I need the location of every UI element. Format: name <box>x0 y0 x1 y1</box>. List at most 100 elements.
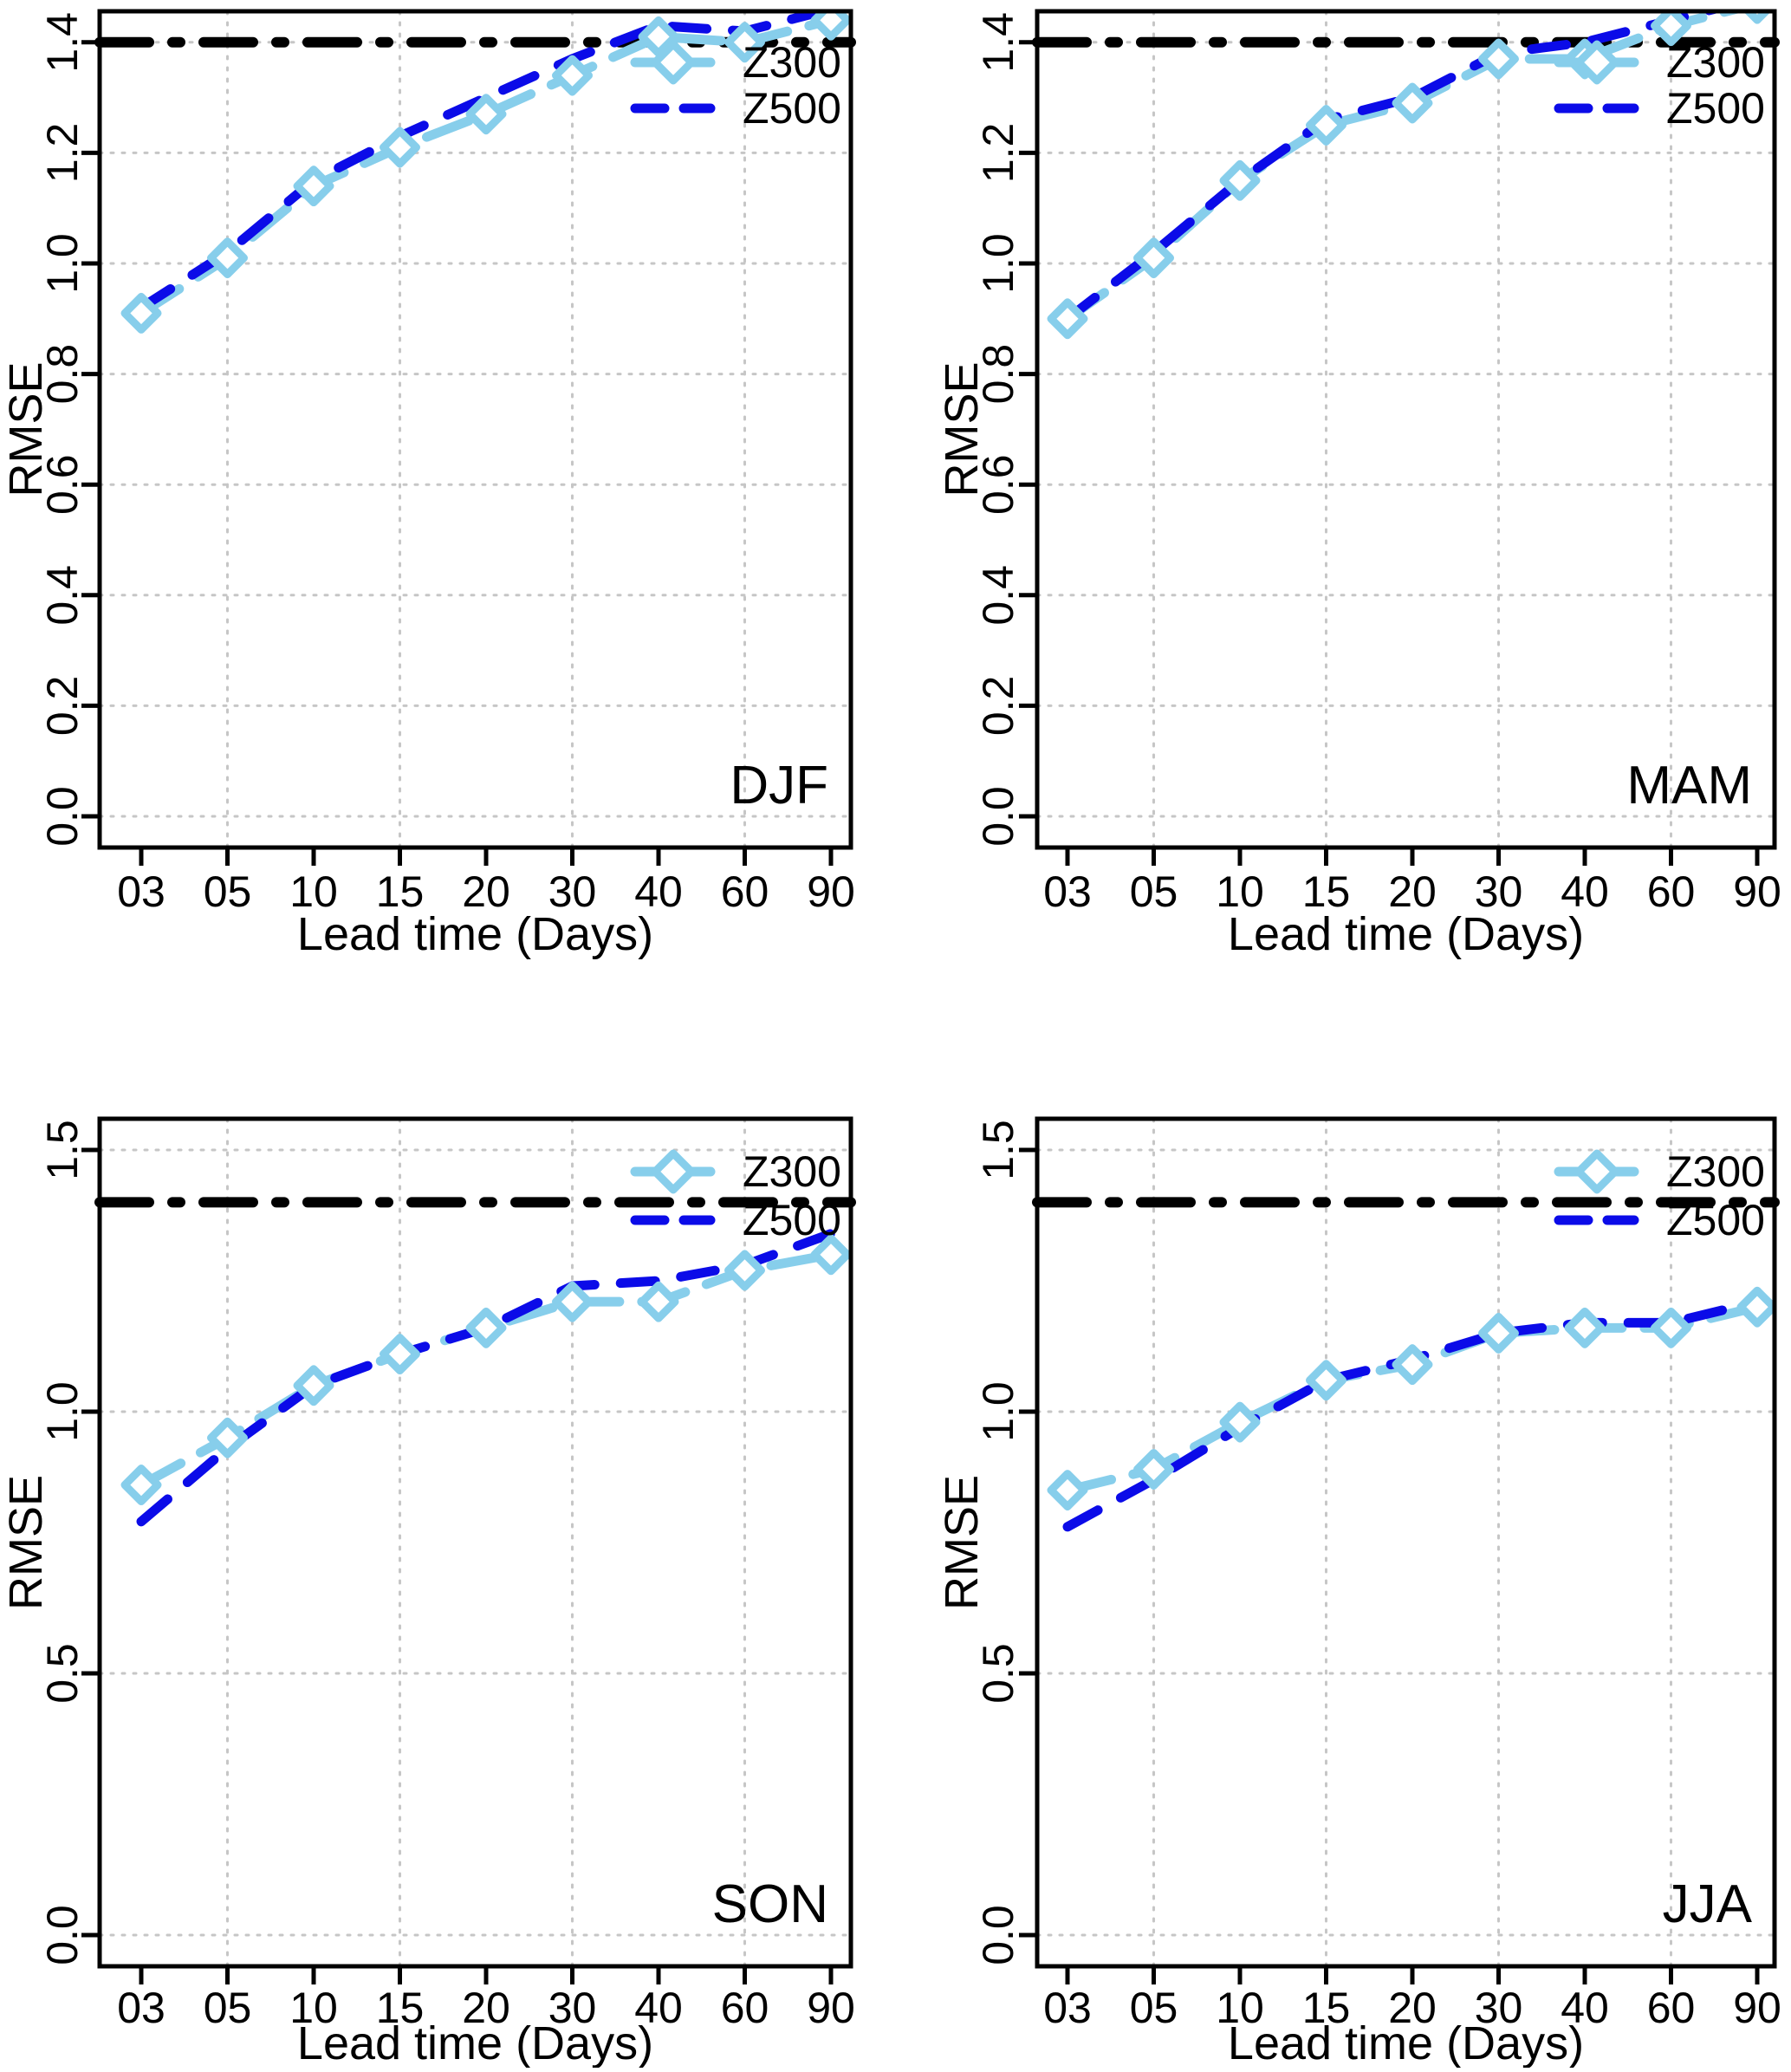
y-tick-label: 0.5 <box>38 1643 87 1704</box>
x-tick-label: 10 <box>289 867 338 916</box>
z300-marker <box>638 1281 679 1322</box>
z300-marker <box>1651 1307 1691 1348</box>
series-group <box>1047 1286 1775 1532</box>
y-tick-label: 1.4 <box>974 12 1022 73</box>
z300-line <box>136 15 836 318</box>
x-tick-label: 03 <box>117 1984 165 2032</box>
y-tick-label: 0.8 <box>974 344 1022 405</box>
grid <box>98 1117 853 1968</box>
y-axis-title: RMSE <box>0 361 52 497</box>
legend-z500-label: Z500 <box>1666 1196 1765 1244</box>
z300-marker <box>1219 159 1261 201</box>
y-tick-label: 0.5 <box>974 1643 1022 1704</box>
z300-marker <box>1651 11 1691 47</box>
z300-marker <box>552 1281 593 1322</box>
grid <box>98 10 853 849</box>
x-tick-label: 03 <box>117 867 165 916</box>
x-tick-label: 90 <box>807 1984 855 2032</box>
z300-marker <box>638 16 679 57</box>
x-tick-label: 05 <box>1130 1984 1178 2032</box>
z300-marker <box>120 292 162 334</box>
z300-line <box>1062 11 1747 324</box>
z300-marker <box>1047 298 1088 340</box>
y-tick-label: 0.4 <box>38 565 87 626</box>
z300-marker <box>120 1465 162 1506</box>
y-tick-label: 0.8 <box>38 344 87 405</box>
grid <box>1035 1117 1776 1968</box>
panel-jja: 03 05 10 15 20 30 40 60 90 0.0 0.5 1.0 1.5 Lead time … <box>936 1116 1781 2069</box>
x-tick-label: 40 <box>634 867 683 916</box>
x-tick-label: 05 <box>204 867 252 916</box>
y-tick-label: 0.0 <box>974 1905 1022 1965</box>
plot-box <box>1035 1116 1777 1969</box>
legend-z500-label: Z500 <box>743 84 841 133</box>
x-axis-title: Lead time (Days) <box>1228 2017 1584 2068</box>
z300-marker <box>724 22 765 63</box>
panel-season-label: DJF <box>730 756 828 815</box>
axis-ticks <box>1019 40 1760 866</box>
z300-marker <box>1478 38 1519 80</box>
legend-z300-label: Z300 <box>1666 38 1765 87</box>
x-tick-label: 03 <box>1043 1984 1092 2032</box>
z300-marker <box>1047 1470 1088 1511</box>
series-group <box>120 1229 851 1527</box>
y-axis-title: RMSE <box>936 361 988 497</box>
axis-ticks <box>1019 1147 1760 1984</box>
panel-son: 03 05 10 15 20 30 40 60 90 0.0 0.5 1.0 1.5 Lead time … <box>0 1116 856 2069</box>
z300-marker <box>465 1307 507 1348</box>
z300-marker <box>1133 237 1174 279</box>
x-tick-label: 40 <box>634 1984 683 2032</box>
panel-season-label: SON <box>712 1874 828 1934</box>
x-axis-title: Lead time (Days) <box>297 908 653 960</box>
x-tick-label: 40 <box>1561 1984 1609 2032</box>
x-tick-label: 90 <box>1733 867 1781 916</box>
y-tick-label: 1.0 <box>38 1381 87 1442</box>
axis-ticks <box>81 1147 834 1984</box>
x-tick-label: 60 <box>1647 867 1696 916</box>
z500-line <box>136 11 835 313</box>
z300-marker <box>1478 1312 1519 1354</box>
plot-box <box>1035 9 1777 850</box>
z300-marker <box>1736 1286 1775 1328</box>
z300-marker <box>207 237 248 279</box>
x-tick-label: 30 <box>1475 867 1523 916</box>
series-group <box>120 11 851 334</box>
plot-box <box>97 9 853 850</box>
panel-season-label: MAM <box>1626 756 1752 815</box>
legend-z300-marker <box>651 40 696 85</box>
axis-ticks <box>81 40 834 866</box>
grid <box>1035 10 1776 849</box>
x-tick-label: 05 <box>1130 867 1178 916</box>
x-tick-label: 90 <box>1733 1984 1781 2032</box>
x-tick-label: 20 <box>1388 867 1437 916</box>
z300-marker <box>810 1234 851 1276</box>
x-tick-label: 60 <box>1647 1984 1696 2032</box>
x-tick-label: 30 <box>548 1984 597 2032</box>
x-tick-label: 40 <box>1561 867 1609 916</box>
z300-marker <box>1392 82 1433 124</box>
x-tick-label: 20 <box>462 1984 510 2032</box>
z500-line <box>1062 11 1725 324</box>
legend-z300-label: Z300 <box>1666 1147 1765 1196</box>
y-tick-label: 0.0 <box>974 786 1022 847</box>
y-tick-label: 1.0 <box>974 233 1022 294</box>
y-tick-label: 1.4 <box>38 12 87 73</box>
y-tick-label: 1.2 <box>38 123 87 184</box>
legend-z500-label: Z500 <box>743 1196 841 1244</box>
legend-z300-label: Z300 <box>743 38 841 87</box>
y-tick-label: 1.5 <box>974 1120 1022 1180</box>
x-axis-title: Lead time (Days) <box>297 2017 653 2068</box>
x-tick-label: 10 <box>289 1984 338 2032</box>
legend-z300-marker <box>1574 40 1619 85</box>
series-group <box>1047 11 1772 340</box>
z300-marker <box>1133 1448 1174 1490</box>
z300-marker <box>293 166 334 207</box>
y-axis-title: RMSE <box>0 1475 52 1610</box>
z300-line <box>1062 1302 1762 1496</box>
legend-z300-label: Z300 <box>743 1147 841 1196</box>
